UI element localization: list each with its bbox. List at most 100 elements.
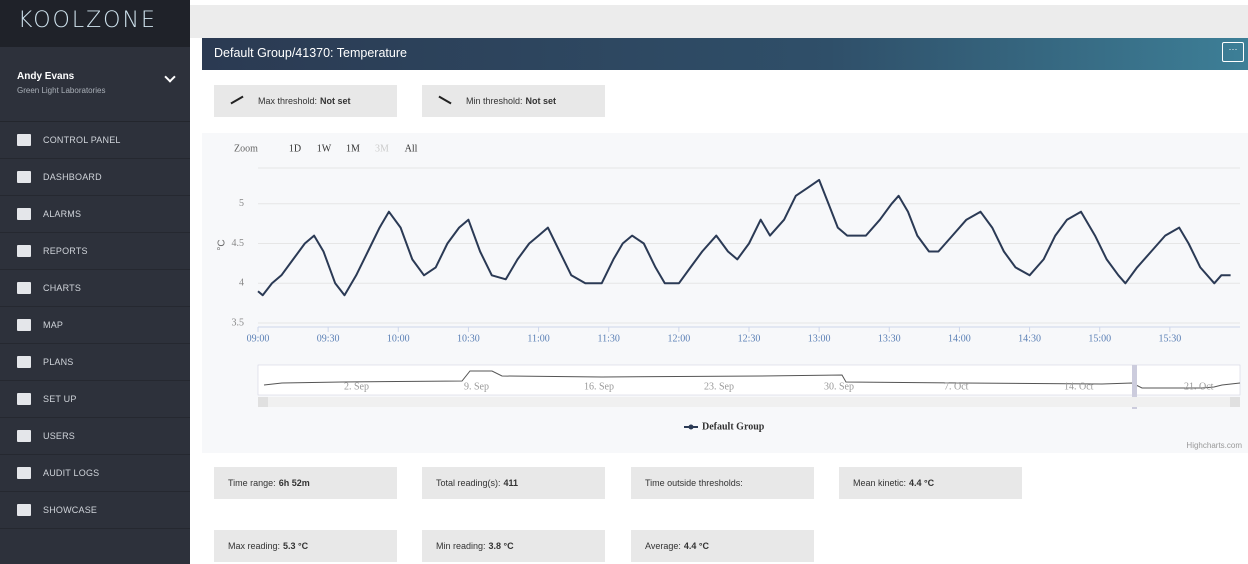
sidebar: KOOLZONE Andy Evans Green Light Laborato… [0, 0, 190, 564]
menu-item[interactable]: MAP [0, 307, 190, 344]
menu-item[interactable]: SHOWCASE [0, 492, 190, 529]
navigator-label: 7. Oct [944, 381, 969, 392]
user-name: Andy Evans [17, 71, 75, 82]
x-tick-label: 11:30 [598, 333, 620, 344]
menu-icon [17, 356, 31, 368]
x-tick-label: 11:00 [527, 333, 549, 344]
legend-dot [688, 424, 694, 430]
x-tick-label: 09:30 [317, 333, 340, 344]
box-value: Not set [525, 96, 557, 106]
scroll-right[interactable] [1230, 397, 1240, 407]
x-tick-label: 13:30 [878, 333, 901, 344]
data-line [257, 178, 1231, 297]
navigator-handle[interactable] [1132, 365, 1137, 409]
menu: CONTROL PANEL DASHBOARD ALARMS REPORTS CHART… [0, 122, 190, 529]
menu-icon [17, 171, 31, 183]
navigator-label: 9. Sep [464, 381, 489, 392]
y-tick-label: 4 [239, 278, 244, 289]
x-tick-label: 13:00 [808, 333, 831, 344]
info-box: Total reading(s): 411 [422, 467, 605, 499]
menu-item[interactable]: PLANS [0, 344, 190, 381]
menu-item[interactable]: REPORTS [0, 233, 190, 270]
logo[interactable]: KOOLZONE [0, 0, 190, 47]
zoom-label: Zoom [234, 143, 258, 154]
menu-label: PLANS [43, 357, 74, 367]
zoom-button[interactable]: All [405, 143, 418, 154]
info-box: Average: 4.4 °C [631, 530, 814, 562]
x-tick-label: 14:30 [1018, 333, 1041, 344]
menu-item[interactable]: CONTROL PANEL [0, 122, 190, 159]
info-box: Max threshold: Not set [214, 85, 397, 117]
zoom-button[interactable]: 1M [346, 143, 360, 154]
menu-label: MAP [43, 320, 64, 330]
box-value: 4.4 °C [909, 478, 935, 488]
menu-icon [17, 208, 31, 220]
x-tick-label: 12:30 [738, 333, 761, 344]
info-box: Min reading: 3.8 °C [422, 530, 605, 562]
threshold-icon [230, 95, 244, 105]
scrollbar[interactable] [258, 397, 1240, 407]
top-bar [190, 5, 1248, 38]
panel-menu-button[interactable]: ··· [1222, 42, 1244, 62]
navigator-label: 23. Sep [704, 381, 734, 392]
panel-title: Default Group/41370: Temperature [214, 46, 407, 60]
menu-item[interactable]: SET UP [0, 381, 190, 418]
menu-icon [17, 282, 31, 294]
legend-label[interactable]: Default Group [702, 421, 765, 432]
navigator-label: 30. Sep [824, 381, 854, 392]
panel-header: Default Group/41370: Temperature ··· [202, 38, 1248, 70]
box-value: Not set [320, 96, 351, 106]
zoom-button[interactable]: 1W [317, 143, 332, 154]
navigator[interactable] [257, 364, 1241, 396]
navigator-label: 16. Sep [584, 381, 614, 392]
user-panel[interactable]: Andy Evans Green Light Laboratories [0, 47, 190, 122]
scroll-left[interactable] [258, 397, 268, 407]
menu-item[interactable]: DASHBOARD [0, 159, 190, 196]
x-tick-label: 10:00 [387, 333, 410, 344]
menu-label: ALARMS [43, 209, 82, 219]
menu-icon [17, 245, 31, 257]
zoom-button[interactable]: 3M [375, 143, 389, 154]
x-tick-label: 12:00 [667, 333, 690, 344]
box-label: Time range: [228, 478, 276, 488]
menu-label: REPORTS [43, 246, 88, 256]
x-tick-label: 15:30 [1158, 333, 1181, 344]
x-tick-label: 10:30 [457, 333, 480, 344]
x-tick-label: 15:00 [1088, 333, 1111, 344]
box-label: Average: [645, 541, 681, 551]
navigator-series [263, 370, 1241, 389]
menu-item[interactable]: ALARMS [0, 196, 190, 233]
menu-label: SET UP [43, 394, 77, 404]
box-value: 411 [503, 478, 519, 488]
navigator-label: 14. Oct [1064, 381, 1094, 392]
threshold-icon [438, 95, 452, 105]
y-axis-label: °C [217, 239, 228, 250]
menu-icon [17, 467, 31, 479]
box-label: Min reading: [436, 541, 486, 551]
y-tick-label: 3.5 [232, 317, 245, 328]
menu-label: AUDIT LOGS [43, 468, 100, 478]
menu-label: SHOWCASE [43, 505, 98, 515]
box-value: 5.3 °C [283, 541, 309, 551]
menu-item[interactable]: CHARTS [0, 270, 190, 307]
box-label: Min threshold: [466, 96, 523, 106]
menu-icon [17, 430, 31, 442]
menu-icon [17, 393, 31, 405]
x-tick-label: 14:00 [948, 333, 971, 344]
box-value: 6h 52m [278, 478, 310, 488]
menu-item[interactable]: USERS [0, 418, 190, 455]
menu-item[interactable]: AUDIT LOGS [0, 455, 190, 492]
box-label: Total reading(s): [436, 478, 501, 488]
info-box: Mean kinetic: 4.4 °C [839, 467, 1022, 499]
organization: Green Light Laboratories [17, 86, 106, 95]
menu-label: USERS [43, 431, 76, 441]
menu-label: DASHBOARD [43, 172, 102, 182]
zoom-button[interactable]: 1D [289, 143, 301, 154]
box-label: Max reading: [228, 541, 281, 551]
info-box: Min threshold: Not set [422, 85, 605, 117]
navigator-label: 21. Oct [1184, 381, 1214, 392]
info-box: Time range: 6h 52m [214, 467, 397, 499]
menu-icon [17, 319, 31, 331]
info-box: Time outside thresholds: [631, 467, 814, 499]
